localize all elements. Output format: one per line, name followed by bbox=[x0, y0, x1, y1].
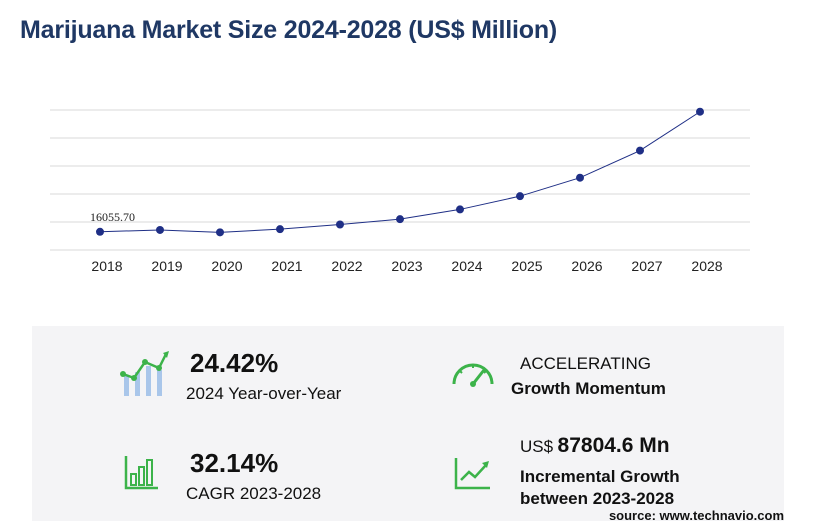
data-point-2028 bbox=[696, 107, 704, 116]
data-labels: 16055.70 bbox=[90, 210, 135, 224]
data-point-2021 bbox=[276, 225, 284, 234]
data-point-2026 bbox=[576, 173, 584, 182]
data-point-2022 bbox=[336, 220, 344, 229]
growth-bars-icon bbox=[120, 351, 169, 396]
x-tick-label: 2018 bbox=[91, 258, 122, 274]
cagr-label: CAGR 2023-2028 bbox=[186, 484, 322, 503]
data-point-2024 bbox=[456, 205, 464, 214]
data-point-2020 bbox=[216, 228, 224, 237]
incremental-value: 87804.6 Mn bbox=[557, 434, 670, 457]
chart-title: Marijuana Market Size 2024-2028 (US$ Mil… bbox=[20, 16, 558, 44]
trend-line-icon bbox=[454, 458, 490, 490]
x-tick-label: 2024 bbox=[451, 258, 482, 274]
yoy-value: 24.42% bbox=[190, 348, 279, 378]
data-point-2018 bbox=[96, 227, 104, 236]
incremental-label-1: Incremental Growth bbox=[520, 467, 680, 486]
bar-chart-icon bbox=[124, 456, 158, 490]
source-credit: source: www.technavio.com bbox=[608, 508, 784, 523]
x-tick-label: 2027 bbox=[631, 258, 662, 274]
x-tick-label: 2021 bbox=[271, 258, 302, 274]
x-tick-label: 2028 bbox=[691, 258, 722, 274]
incremental-value-line: US$ 87804.6 Mn bbox=[520, 434, 670, 458]
data-point-2019 bbox=[156, 225, 164, 234]
data-point-2027 bbox=[636, 146, 644, 155]
x-axis-ticks: 2018 2019 2020 2021 2022 2023 2024 2025 2026 2027… bbox=[91, 258, 722, 274]
cagr-value: 32.14% bbox=[190, 448, 279, 478]
currency-prefix: US$ bbox=[520, 437, 554, 456]
x-tick-label: 2026 bbox=[571, 258, 602, 274]
line-chart: 2018 2019 2020 2021 2022 2023 2024 2025 2026 2027… bbox=[50, 107, 750, 274]
momentum-top: ACCELERATING bbox=[520, 354, 651, 373]
incremental-label-2: between 2023-2028 bbox=[520, 489, 675, 508]
momentum-bottom: Growth Momentum bbox=[511, 379, 666, 398]
x-tick-label: 2019 bbox=[151, 258, 182, 274]
yoy-label: 2024 Year-over-Year bbox=[186, 384, 342, 403]
data-points bbox=[96, 107, 704, 237]
x-tick-label: 2025 bbox=[511, 258, 542, 274]
data-point-2023 bbox=[396, 215, 404, 224]
grid-lines bbox=[50, 109, 750, 251]
x-tick-label: 2020 bbox=[211, 258, 242, 274]
speedometer-icon bbox=[452, 363, 494, 387]
x-tick-label: 2023 bbox=[391, 258, 422, 274]
data-label: 16055.70 bbox=[90, 210, 135, 224]
series-line bbox=[99, 111, 701, 233]
data-point-2025 bbox=[516, 192, 524, 201]
x-tick-label: 2022 bbox=[331, 258, 362, 274]
